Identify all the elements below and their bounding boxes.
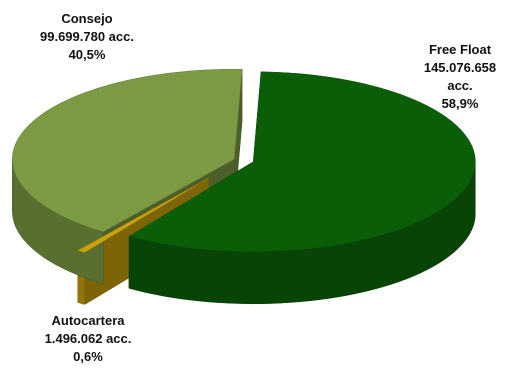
slice-label-autocartera: Autocartera 1.496.062 acc. 0,6% (28, 312, 148, 366)
slice-label-autocartera-percent: 0,6% (73, 349, 103, 364)
slice-label-free-float-percent: 58,9% (441, 96, 479, 111)
slice-consejo-top (12, 68, 243, 233)
slice-free-float-top (128, 71, 476, 252)
slice-label-free-float-shares: 145.076.658 (423, 60, 497, 75)
slice-label-autocartera-shares: 1.496.062 acc. (44, 331, 132, 346)
slice-label-consejo: Consejo 99.699.780 acc. 40,5% (22, 10, 152, 64)
slice-label-autocartera-name: Autocartera (51, 313, 125, 328)
slice-label-free-float: Free Float 145.076.658 acc. 58,9% (405, 41, 513, 113)
slice-label-consejo-name: Consejo (61, 11, 113, 26)
slice-autocartera-top (77, 177, 210, 253)
slice-label-consejo-shares: 99.699.780 acc. (40, 29, 134, 44)
slice-label-free-float-unit: acc. (447, 78, 473, 93)
slice-label-consejo-percent: 40,5% (68, 47, 106, 62)
slice-label-free-float-name: Free Float (428, 42, 492, 57)
